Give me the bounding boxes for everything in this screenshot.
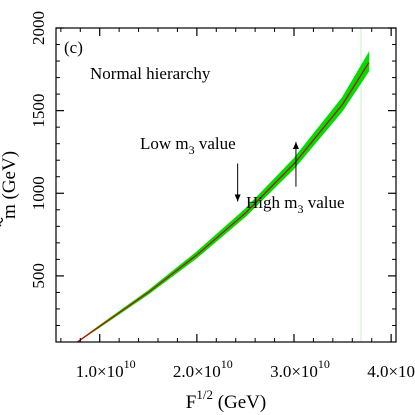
chart-text: 1.0×1010 2.0×1010 3.0×1010 4.0×1010 500 1000 1…	[0, 11, 415, 413]
panel-label: (c)	[64, 38, 83, 57]
hierarchy-label: Normal hierarchy	[90, 64, 211, 83]
chart-marks	[77, 28, 370, 343]
x-axis-title: F1/2 (GeV)	[186, 387, 266, 413]
axis-ticks	[56, 27, 396, 342]
x-tick-label: 4.0×1010	[367, 357, 415, 381]
y-tick-label: 2000	[29, 11, 48, 45]
high-m3-arrow	[292, 142, 299, 187]
low-m3-annotation: Low m3 value	[140, 134, 236, 157]
y-tick-label: 1000	[29, 176, 48, 210]
red-line-series	[77, 62, 370, 343]
x-tick-label: 3.0×1010	[270, 357, 330, 381]
x-tick-label: 1.0×1010	[76, 357, 136, 381]
plot-frame	[55, 27, 397, 343]
y-axis-title-text: m (GeV)	[0, 151, 20, 219]
y-axis-title: m (GeV)	[0, 151, 20, 227]
high-m3-annotation: High m3 value	[246, 193, 345, 216]
tilde-mark	[0, 217, 4, 227]
y-tick-label: 1500	[29, 94, 48, 128]
green-band-series	[77, 50, 370, 343]
x-tick-label: 2.0×1010	[173, 357, 233, 381]
low-m3-arrow	[234, 163, 241, 202]
y-tick-label: 500	[29, 263, 48, 289]
